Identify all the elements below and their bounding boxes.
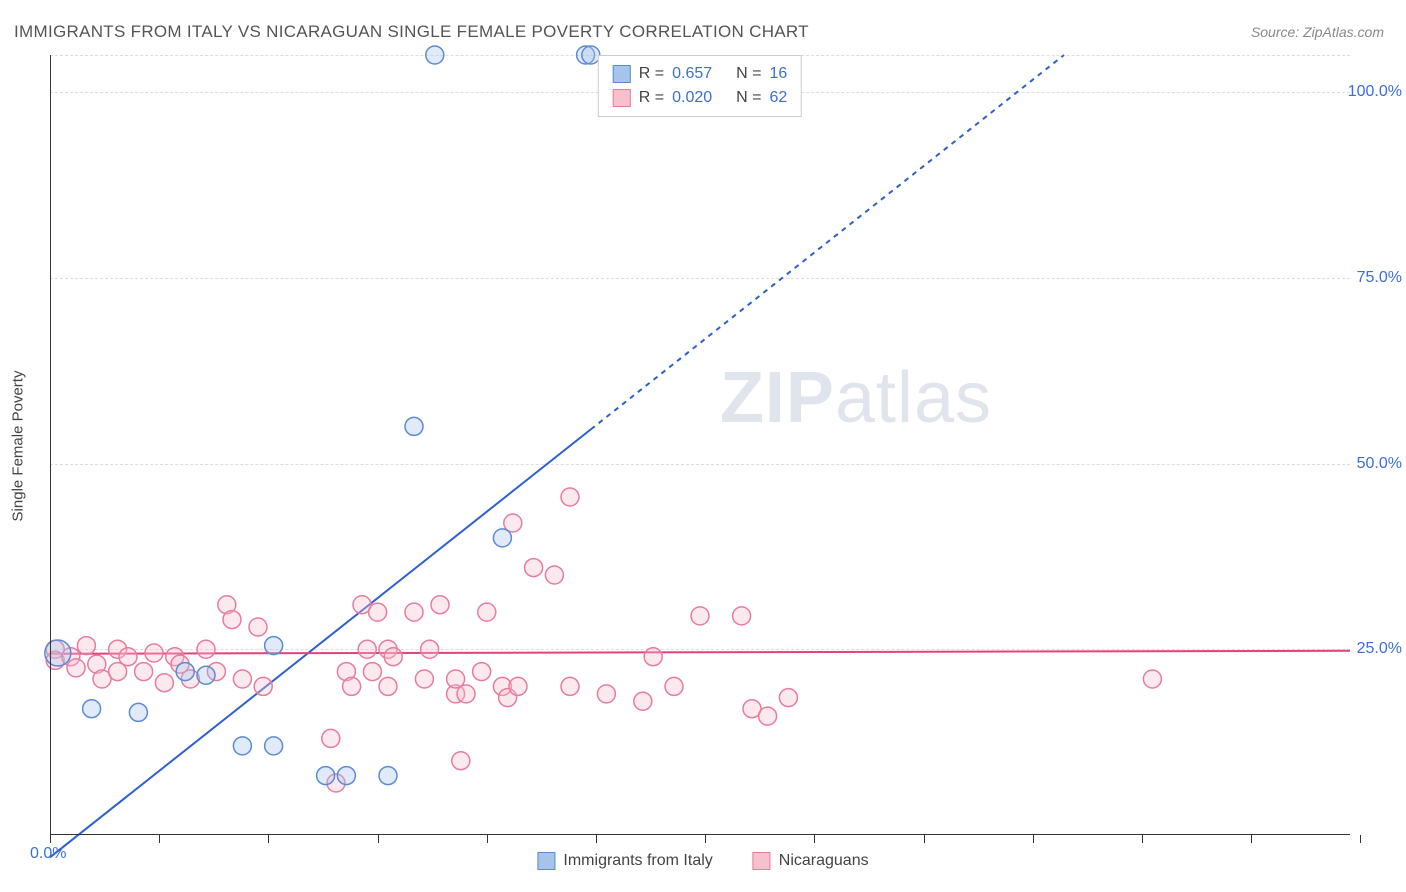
r-label: R = — [639, 62, 664, 86]
x-axis — [50, 834, 1350, 835]
y-tick-label: 25.0% — [1357, 640, 1402, 658]
legend-item-nicaragua: Nicaraguans — [753, 852, 869, 870]
n-label: N = — [736, 86, 761, 110]
r-value-nicaragua: 0.020 — [672, 86, 728, 110]
y-axis-label: Single Female Poverty — [10, 371, 27, 522]
legend-label-italy: Immigrants from Italy — [563, 852, 712, 870]
origin-label: 0.0% — [30, 845, 66, 863]
legend-row-nicaragua: R = 0.020 N = 62 — [613, 86, 787, 110]
swatch-italy — [537, 852, 555, 870]
r-value-italy: 0.657 — [672, 62, 728, 86]
legend-series: Immigrants from Italy Nicaraguans — [529, 850, 876, 872]
chart-svg — [50, 55, 1350, 835]
chart-container: IMMIGRANTS FROM ITALY VS NICARAGUAN SING… — [0, 0, 1406, 892]
legend-row-italy: R = 0.657 N = 16 — [613, 62, 787, 86]
y-tick-label: 50.0% — [1357, 455, 1402, 473]
legend-label-nicaragua: Nicaraguans — [779, 852, 869, 870]
y-axis — [50, 55, 51, 835]
n-value-nicaragua: 62 — [769, 86, 787, 110]
swatch-nicaragua — [753, 852, 771, 870]
legend-correlation: R = 0.657 N = 16 R = 0.020 N = 62 — [598, 55, 802, 117]
y-tick-label: 100.0% — [1348, 83, 1402, 101]
source-attribution: Source: ZipAtlas.com — [1251, 24, 1384, 40]
chart-title: IMMIGRANTS FROM ITALY VS NICARAGUAN SING… — [14, 22, 809, 42]
r-label: R = — [639, 86, 664, 110]
y-tick-label: 75.0% — [1357, 269, 1402, 287]
swatch-italy — [613, 65, 631, 83]
plot-area: ZIPatlas 25.0%50.0%75.0%100.0% R = 0.657… — [50, 55, 1350, 835]
n-label: N = — [736, 62, 761, 86]
legend-item-italy: Immigrants from Italy — [537, 852, 712, 870]
n-value-italy: 16 — [769, 62, 787, 86]
swatch-nicaragua — [613, 89, 631, 107]
